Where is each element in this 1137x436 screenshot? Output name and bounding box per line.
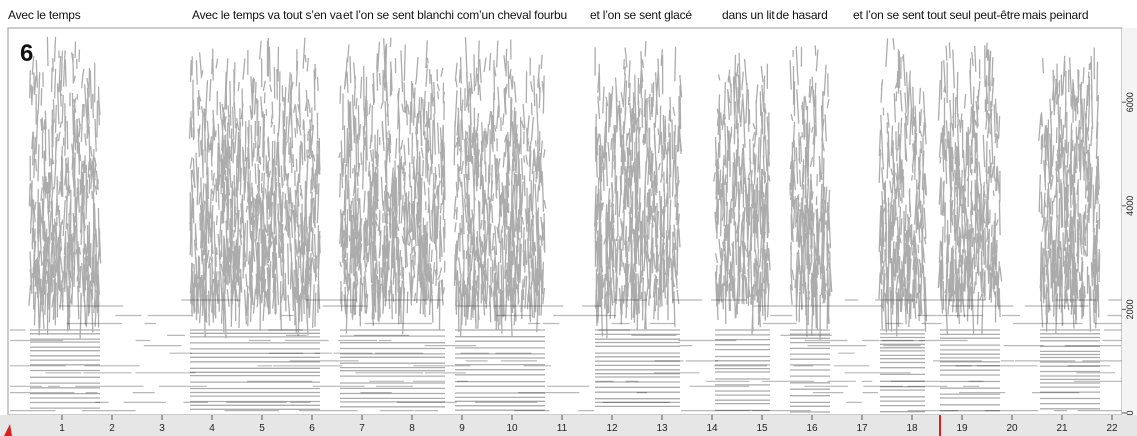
y-axis-strip: [1122, 28, 1137, 415]
harmonics: [10, 299, 1137, 412]
lyric: Avec le temps va tout s’en va: [192, 8, 343, 22]
x-tick-label: 2: [109, 423, 115, 434]
x-tick-label: 6: [309, 423, 315, 434]
lyric: mais peinard: [1022, 8, 1089, 22]
x-tick-label: 1: [59, 423, 65, 434]
x-tick-label: 10: [506, 423, 518, 434]
lyric: et l’on se sent tout seul peut-être: [853, 8, 1021, 22]
x-tick-label: 3: [159, 423, 165, 434]
x-tick-label: 15: [756, 423, 768, 434]
lyric: Avec le temps: [8, 8, 81, 22]
x-tick-label: 13: [656, 423, 668, 434]
x-tick-label: 17: [856, 423, 868, 434]
start-marker: [4, 424, 12, 436]
panel-label: 6: [20, 40, 34, 67]
y-tick-label: 6000: [1125, 92, 1135, 112]
lyric: et l’on se sent blanchi com’un cheval fo…: [343, 8, 568, 22]
x-tick-label: 9: [459, 423, 465, 434]
x-axis-strip: [0, 415, 1137, 436]
x-tick-label: 11: [557, 423, 568, 434]
x-tick-label: 12: [606, 423, 618, 434]
formant-streaks: [28, 36, 1101, 413]
x-tick-label: 20: [1006, 423, 1018, 434]
spectrogram-texture: [10, 36, 1137, 413]
x-tick-label: 8: [409, 423, 415, 434]
x-tick-label: 5: [259, 423, 265, 434]
x-tick-label: 4: [209, 423, 215, 434]
x-tick-label: 16: [806, 423, 818, 434]
x-tick-label: 7: [359, 423, 365, 434]
x-tick-label: 22: [1106, 423, 1118, 434]
x-tick-label: 19: [956, 423, 968, 434]
lyric: et l’on se sent glacé: [590, 8, 692, 22]
x-tick-label: 14: [706, 423, 718, 434]
y-tick-label: 4000: [1125, 196, 1135, 216]
y-tick-label: 2000: [1125, 299, 1135, 319]
y-tick-label: 0: [1125, 410, 1135, 415]
lyric: dans un lit: [722, 8, 775, 22]
plot-frame: [7, 27, 1123, 416]
x-tick-label: 18: [906, 423, 918, 434]
lyric: de hasard: [776, 8, 828, 22]
x-tick-label: 21: [1056, 423, 1068, 434]
